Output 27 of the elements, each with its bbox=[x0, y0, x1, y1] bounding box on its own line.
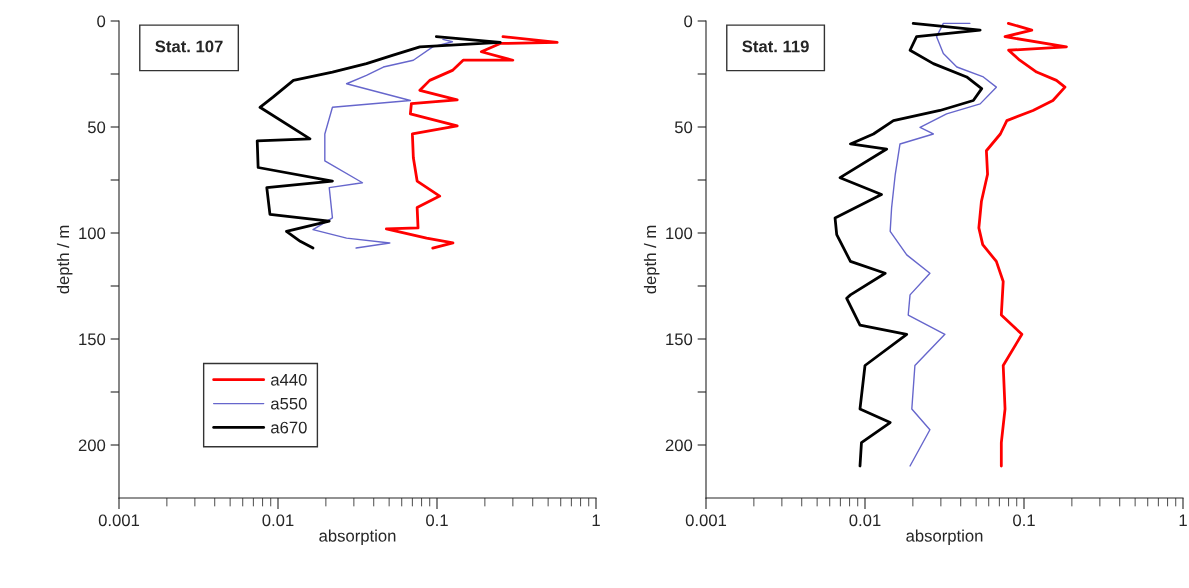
y-tick-label: 100 bbox=[79, 227, 106, 240]
x-tick-label: 0.01 bbox=[849, 514, 881, 527]
y-tick-label: 0 bbox=[97, 15, 106, 28]
legend-label: a670 bbox=[271, 421, 307, 434]
x-tick-label: 0.1 bbox=[426, 514, 448, 527]
x-tick-label: 0.1 bbox=[1013, 514, 1035, 527]
y-axis-title: depth / m bbox=[56, 225, 73, 294]
y-tick-label: 100 bbox=[666, 227, 693, 240]
y-tick-label: 0 bbox=[684, 15, 693, 28]
x-tick-label: 1 bbox=[592, 514, 600, 527]
y-tick-label: 200 bbox=[78, 439, 106, 452]
legend-label: a440 bbox=[271, 373, 307, 386]
y-tick-label: 50 bbox=[674, 121, 693, 134]
x-tick-label: 0.001 bbox=[98, 514, 140, 527]
y-tick-label: 200 bbox=[665, 439, 693, 452]
x-tick-label: 0.01 bbox=[262, 514, 294, 527]
y-tick-label: 150 bbox=[79, 333, 106, 346]
annotation: Stat. 119 bbox=[742, 40, 809, 53]
y-axis-title: depth / m bbox=[643, 225, 660, 294]
x-axis-title: absorption bbox=[906, 529, 983, 546]
x-tick-label: 1 bbox=[1179, 514, 1187, 527]
y-tick-label: 50 bbox=[87, 121, 106, 134]
annotation: Stat. 107 bbox=[155, 40, 223, 53]
y-tick-label: 150 bbox=[666, 333, 693, 346]
x-tick-label: 0.001 bbox=[685, 514, 727, 527]
legend-label: a550 bbox=[271, 397, 307, 410]
x-axis-title: absorption bbox=[319, 529, 396, 546]
